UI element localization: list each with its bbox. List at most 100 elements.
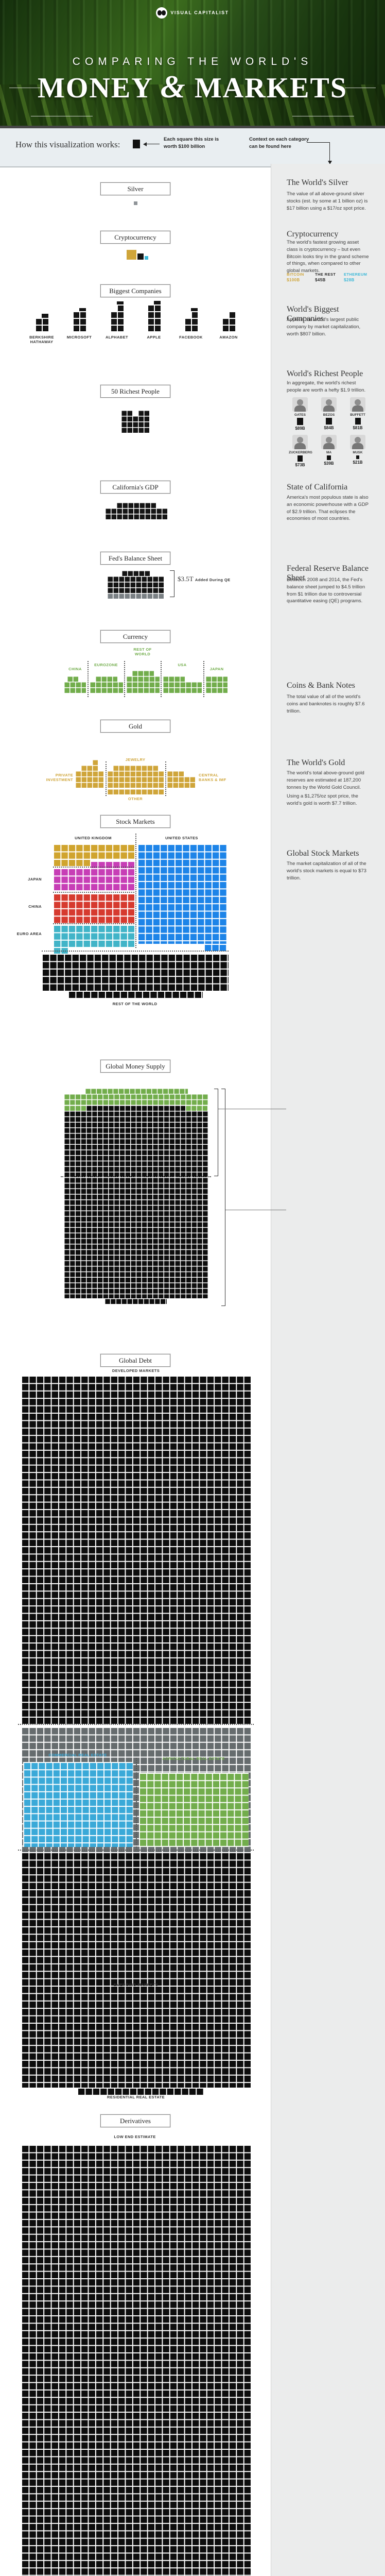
crypto-legend-label: BITCOIN [287, 272, 304, 277]
portrait-musk: MUSK $21B [346, 435, 369, 465]
label-cur-china: CHINA [68, 667, 82, 671]
person-wealth-square [355, 418, 361, 425]
context-note: Context on each category can be found he… [249, 137, 309, 150]
crypto-rest-square [137, 253, 144, 260]
stocks-japan [53, 868, 134, 890]
companies-heading: World's Biggest Companies [287, 305, 339, 323]
person-wealth-value: $84B [324, 426, 334, 431]
stocks-restofworld [42, 954, 229, 991]
stocks-uk-part [53, 859, 90, 866]
gold-private-top2 [92, 759, 98, 765]
person-face-icon [292, 435, 308, 449]
person-wealth-square [326, 418, 332, 425]
section-title-global-money-supply: Global Money Supply [100, 1059, 171, 1073]
currency-row [126, 682, 160, 693]
coins-text: The total value of all of the world's co… [287, 694, 365, 714]
currency-eurozone-top [95, 676, 117, 682]
fed-qe-bracket [170, 570, 174, 597]
currency-china [64, 682, 86, 693]
currency-usa [163, 682, 202, 693]
crypto-bitcoin-square [127, 250, 136, 260]
elbow-line-h [307, 142, 329, 143]
person-wealth-value: $81B [353, 425, 363, 430]
california-heading: State of California [287, 483, 348, 492]
person-face-icon [321, 435, 337, 449]
currency-usa-top [163, 676, 185, 682]
stocks-japan-top [90, 861, 134, 868]
section-title-cryptocurrency: Cryptocurrency [100, 230, 171, 244]
section-title-california-s-gdp: California's GDP [100, 480, 171, 494]
gold-centralbanks [167, 776, 195, 788]
visual-capitalist-logo: VISUAL CAPITALIST [0, 7, 385, 19]
label-stocks-row: REST OF THE WORLD [112, 1002, 157, 1006]
silver-square [134, 201, 137, 205]
currency-eurozone [90, 682, 123, 693]
richest-top-left [121, 410, 132, 416]
money-black-mid [86, 1105, 185, 1111]
richest-main [121, 416, 149, 433]
fed-qe [107, 576, 164, 593]
label-gold-central: CENTRAL BANKS & IMF [199, 773, 226, 782]
stocks-us [137, 844, 226, 944]
microsoft-part [79, 308, 86, 311]
california-top [116, 502, 156, 508]
stocks-heading: Global Stock Markets [287, 849, 359, 858]
portrait-ma: MA $39B [318, 435, 340, 466]
gold-jewelry-top [113, 765, 158, 771]
crypto-legend-value: $45B [315, 278, 326, 282]
crypto-legend-value: $100B [287, 278, 300, 282]
dotted-divider [61, 1176, 211, 1177]
re-agricultural [139, 1773, 249, 1847]
richest-heading: World's Richest People [287, 369, 363, 378]
label-berkshire: BERKSHIRE HATHAWAY [29, 335, 54, 344]
alphabet-part [117, 301, 124, 304]
label-stocks-uk: UNITED KINGDOM [75, 836, 112, 840]
portrait-zuckerberg: ZUCKERBERG $73B [289, 435, 312, 467]
apple-part [154, 301, 161, 304]
header-kicker: COMPARING THE WORLD'S [72, 56, 313, 67]
label-gold-jewelry: JEWELRY [125, 757, 146, 762]
label-stocks-china: CHINA [28, 904, 42, 909]
stocks-us-part [204, 944, 226, 951]
silver-heading: The World's Silver [287, 178, 348, 187]
re-residential-part [77, 2088, 203, 2095]
portrait-gates: GATES $89B [289, 397, 311, 431]
label-microsoft: MICROSOFT [66, 335, 92, 340]
currency-row-top [126, 676, 160, 682]
person-wealth-value: $89B [295, 426, 305, 431]
california-text: America's most populous state is also an… [287, 495, 369, 522]
person-face-icon [350, 435, 365, 449]
currency-japan-top [205, 676, 227, 682]
alphabet-right [117, 304, 124, 331]
dotted-divider [136, 1758, 137, 1850]
label-cur-japan: JAPAN [209, 667, 224, 671]
facebook-right [191, 311, 198, 331]
stocks-euroarea [53, 925, 134, 947]
label-facebook: FACEBOOK [179, 335, 203, 340]
richest-text: In aggregate, the world's richest people… [287, 380, 366, 393]
section-title-gold: Gold [100, 719, 171, 733]
section-title-currency: Currency [100, 630, 171, 643]
person-wealth-square [297, 418, 303, 425]
section-title-silver: Silver [100, 182, 171, 196]
crypto-legend-value: $28B [344, 278, 355, 282]
person-name: ZUCKERBERG [289, 451, 312, 454]
dotted-divider [42, 951, 229, 952]
dotted-divider [53, 867, 134, 868]
crypto-ethereum-square [145, 256, 148, 260]
label-stocks-us: UNITED STATES [165, 836, 198, 840]
portrait-bezos: BEZOS $84B [318, 397, 340, 430]
money-green-left [64, 1105, 86, 1111]
dotted-divider [18, 1724, 254, 1725]
apple-block [147, 304, 161, 331]
person-name: GATES [294, 413, 306, 417]
label-cur-eurozone: EUROZONE [94, 663, 118, 667]
person-name: MA [326, 451, 332, 454]
gold-jewelry [107, 771, 164, 788]
label-gold-private: PRIVATE INVESTMENT [46, 773, 73, 782]
crypto-legend-label: THE REST [315, 272, 336, 277]
dotted-divider [53, 923, 134, 924]
dotted-divider [203, 661, 204, 697]
arrow-down-icon [328, 161, 332, 164]
